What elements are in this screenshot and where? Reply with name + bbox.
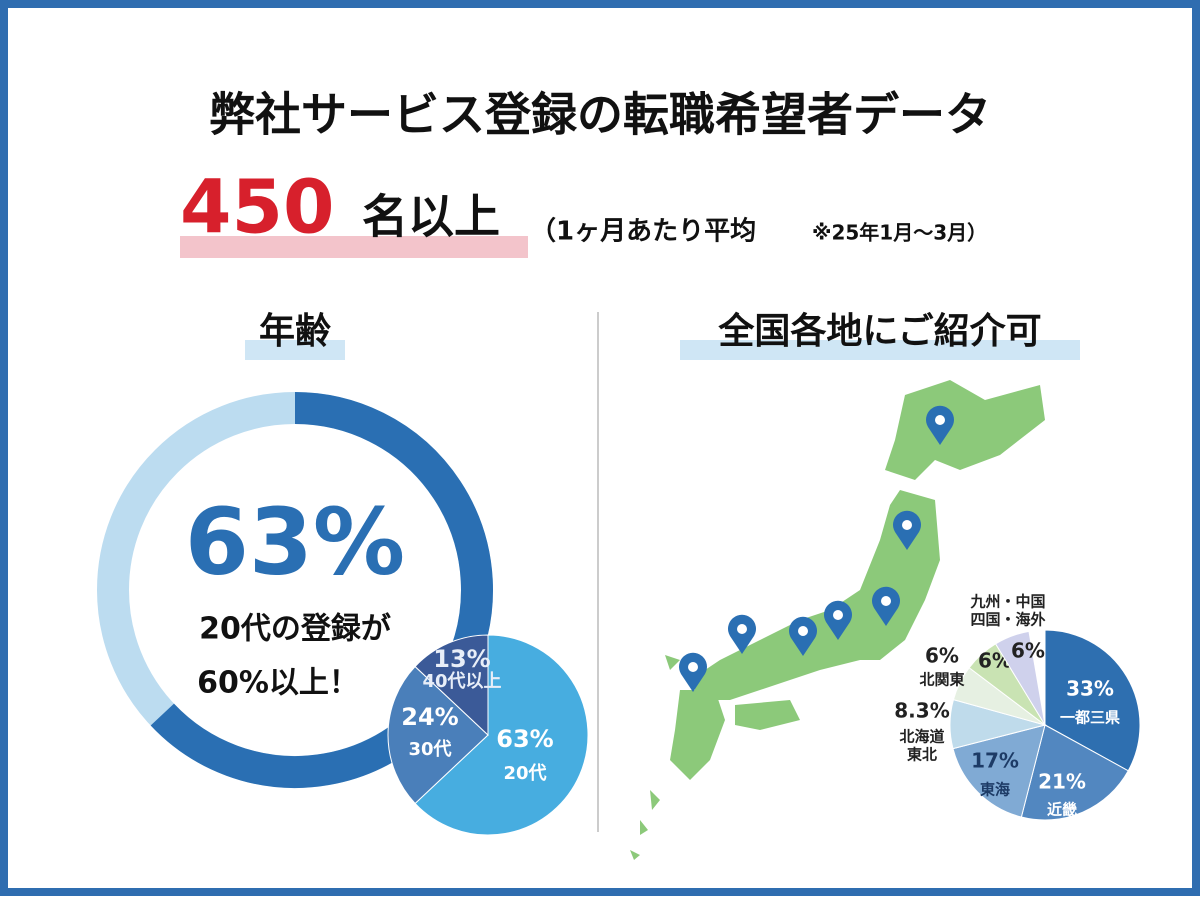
category-label: 九州・中国: [969, 593, 1045, 611]
count: 450: [180, 165, 334, 251]
value-label: 33%: [1066, 677, 1114, 701]
annotation: 20代の登録が: [199, 612, 391, 647]
section-label: 全国各地にご紹介可: [717, 310, 1041, 352]
category-label: 東海: [980, 781, 1010, 799]
map-pins: [679, 405, 955, 692]
count-suffix: 名以上: [362, 190, 500, 244]
value-label: 63%: [496, 725, 553, 753]
category-label: 40代以上: [422, 671, 501, 692]
note: （1ヶ月あたり平均: [530, 217, 756, 247]
title: 弊社サービス登録の転職希望者データ: [209, 88, 991, 142]
pie-slice: [1044, 629, 1141, 772]
highlight: [680, 340, 1080, 360]
pie-slice: [387, 665, 489, 805]
highlight: [180, 236, 528, 258]
category-label: 近畿: [1047, 801, 1077, 819]
pie-slice: [994, 630, 1046, 726]
category-label: 北海道: [899, 728, 944, 746]
value-label: 17%: [971, 749, 1019, 773]
value-label: 6%: [1011, 639, 1045, 663]
category-label: 四国・海外: [970, 611, 1045, 629]
category-label: 20代: [503, 763, 546, 784]
pie-slice: [952, 724, 1046, 818]
period: ※25年1月〜3月）: [812, 221, 987, 245]
category-label: 北関東: [919, 671, 964, 689]
value-label: 8.3%: [894, 699, 949, 723]
section-label: 年齢: [259, 311, 331, 352]
value-label: 21%: [1038, 770, 1086, 794]
value-label: 6%: [925, 644, 959, 668]
highlight: [245, 340, 345, 360]
pie-slice: [414, 634, 489, 737]
annotation: 60%以上！: [197, 666, 359, 701]
japan-map: [630, 380, 1045, 860]
value-label: 24%: [401, 703, 458, 731]
pie-slice: [1020, 724, 1129, 821]
category-label: 一都三県: [1060, 709, 1120, 727]
donut-value-label: 63%: [185, 488, 405, 595]
category-label: 30代: [408, 739, 451, 760]
category-label: 東北: [907, 746, 937, 764]
value-label: 13%: [433, 645, 490, 673]
pie-slice: [414, 634, 589, 836]
